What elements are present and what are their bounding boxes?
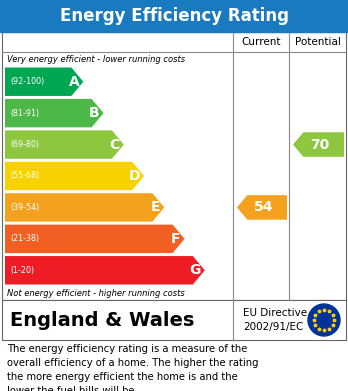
- Text: E: E: [151, 201, 160, 214]
- Polygon shape: [237, 195, 287, 220]
- Text: 54: 54: [254, 201, 273, 214]
- Polygon shape: [5, 225, 184, 253]
- Polygon shape: [293, 132, 344, 157]
- Text: F: F: [171, 232, 181, 246]
- Polygon shape: [5, 68, 83, 96]
- Text: Very energy efficient - lower running costs: Very energy efficient - lower running co…: [7, 54, 185, 63]
- Text: (55-68): (55-68): [10, 172, 39, 181]
- Text: (39-54): (39-54): [10, 203, 39, 212]
- Polygon shape: [5, 193, 164, 222]
- Text: Potential: Potential: [294, 37, 340, 47]
- Text: Not energy efficient - higher running costs: Not energy efficient - higher running co…: [7, 289, 185, 298]
- Bar: [0, 0, 348, 32]
- Text: Current: Current: [241, 37, 281, 47]
- Text: (1-20): (1-20): [10, 266, 34, 275]
- Polygon shape: [5, 162, 144, 190]
- Text: 70: 70: [310, 138, 330, 152]
- Text: D: D: [128, 169, 140, 183]
- Text: (81-91): (81-91): [10, 109, 39, 118]
- Text: England & Wales: England & Wales: [10, 310, 195, 330]
- Text: G: G: [189, 263, 201, 277]
- Bar: [2, 32, 346, 300]
- Bar: [2, 300, 346, 340]
- Text: (21-38): (21-38): [10, 234, 39, 243]
- Text: A: A: [69, 75, 79, 89]
- Circle shape: [308, 304, 340, 336]
- Polygon shape: [5, 130, 124, 159]
- Polygon shape: [5, 256, 205, 285]
- Text: (69-80): (69-80): [10, 140, 39, 149]
- Text: The energy efficiency rating is a measure of the
overall efficiency of a home. T: The energy efficiency rating is a measur…: [7, 344, 259, 391]
- Text: B: B: [89, 106, 100, 120]
- Text: (92-100): (92-100): [10, 77, 44, 86]
- Text: C: C: [110, 138, 120, 152]
- Polygon shape: [5, 99, 104, 127]
- Text: Energy Efficiency Rating: Energy Efficiency Rating: [60, 7, 288, 25]
- Text: EU Directive
2002/91/EC: EU Directive 2002/91/EC: [243, 308, 307, 332]
